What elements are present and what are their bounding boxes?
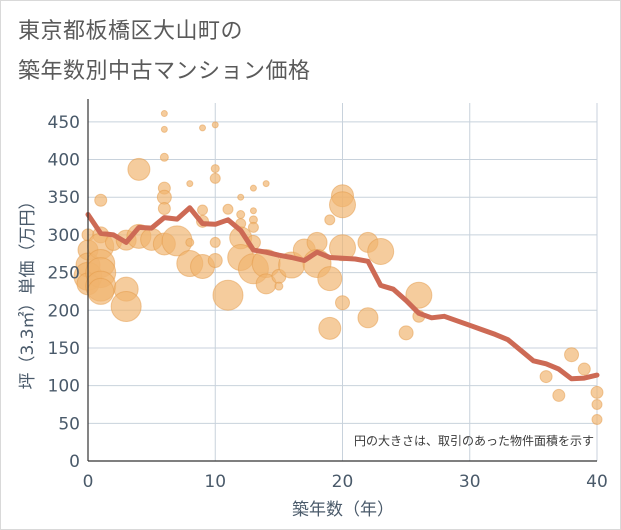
x-axis-title: 築年数（年） [292, 500, 394, 520]
bubble-point [185, 237, 195, 247]
trend-line [85, 205, 600, 382]
bubble-point [274, 281, 284, 291]
x-tick-label: 20 [332, 472, 354, 492]
bubble-point [591, 398, 603, 410]
y-axis-title: 坪（3.3㎡）単価（万円） [18, 192, 38, 389]
bubble-point [127, 157, 151, 181]
bubble-point [210, 164, 220, 174]
bubble-point [249, 184, 257, 192]
bubble-point [591, 414, 603, 426]
bubble-point [577, 362, 591, 376]
bubble-point [197, 204, 209, 216]
bubble-point [329, 191, 356, 219]
bubble-point [186, 180, 194, 188]
bubble-point [335, 295, 350, 311]
y-tick-label: 300 [48, 226, 80, 246]
bubble-point [160, 110, 168, 118]
bubble-point [367, 237, 395, 265]
bubble-layer [73, 110, 604, 426]
bubble-point [324, 214, 336, 226]
bubble-point [590, 385, 604, 399]
bubble-point [249, 207, 257, 215]
bubble-point [209, 172, 221, 184]
bubble-point [564, 347, 580, 363]
x-tick-label: 30 [459, 472, 481, 492]
bubble-point [539, 370, 553, 384]
bubble-point [159, 152, 169, 162]
bubble-point [94, 193, 108, 207]
y-tick-label: 350 [48, 188, 80, 208]
bubble-point [405, 281, 433, 309]
bubble-point [398, 325, 414, 341]
y-tick-label: 450 [48, 113, 80, 133]
y-tick-labels: 0 50 100 150 200 250 300 350 400 450 [48, 113, 80, 472]
bubble-point [247, 221, 259, 233]
y-tick-label: 400 [48, 151, 80, 171]
y-tick-label: 100 [48, 377, 80, 397]
bubble-point [207, 253, 223, 269]
x-tick-labels: 0 10 20 30 40 [83, 472, 608, 492]
bubble-point [237, 193, 245, 201]
x-tick-label: 10 [204, 472, 226, 492]
bubble-point [236, 210, 246, 220]
bubble-point [212, 279, 244, 311]
bubble-point [110, 290, 142, 322]
bubble-point [87, 277, 115, 305]
bubble-point [318, 316, 342, 340]
axes [87, 99, 597, 462]
bubble-size-note: 円の大きさは、取引のあった物件面積を示す [354, 433, 594, 448]
bubble-point [157, 202, 171, 216]
y-tick-label: 50 [58, 414, 80, 434]
bubble-point [209, 236, 221, 248]
chart-title-line-2: 築年数別中古マンション価格 [18, 59, 311, 84]
y-tick-label: 150 [48, 339, 80, 359]
y-tick-label: 0 [69, 452, 80, 472]
bubble-point [552, 388, 566, 402]
y-tick-label: 200 [48, 301, 80, 321]
bubble-point [160, 125, 168, 133]
bubble-point [317, 266, 343, 292]
bubble-point [199, 124, 207, 132]
bubble-point [222, 203, 234, 215]
x-tick-label: 0 [83, 472, 94, 492]
bubble-point [262, 180, 270, 188]
bubble-point [211, 121, 219, 129]
chart-title-line-1: 東京都板橋区大山町の [18, 19, 244, 44]
bubble-point [357, 307, 379, 329]
y-tick-label: 250 [48, 264, 80, 284]
x-tick-label: 40 [586, 472, 608, 492]
